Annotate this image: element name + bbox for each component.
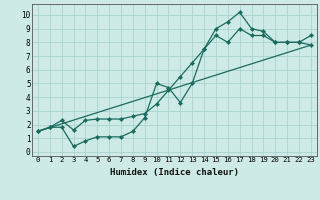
X-axis label: Humidex (Indice chaleur): Humidex (Indice chaleur): [110, 168, 239, 177]
